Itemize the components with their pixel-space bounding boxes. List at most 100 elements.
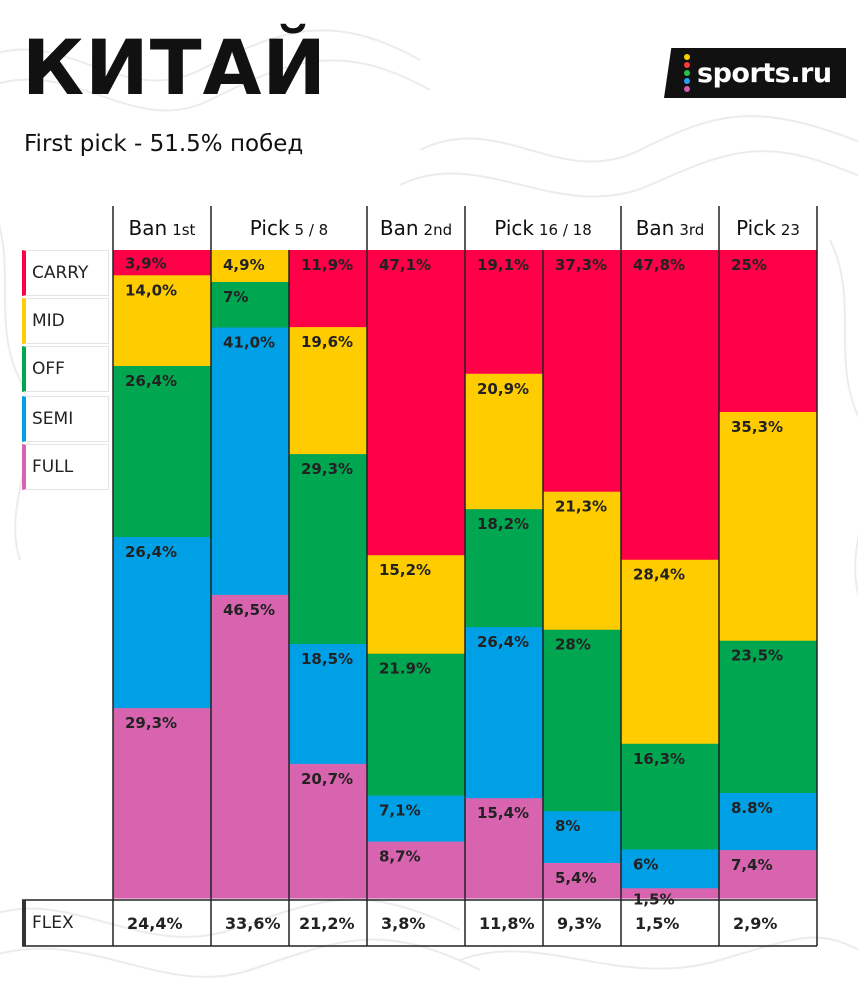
column-header-main: Pick [494,216,534,240]
column-header-pick-16-18: Pick 16 / 18 [465,206,621,250]
segment-value-label: 21,3% [555,498,607,516]
segment-value-label: 19,1% [477,256,529,274]
segment-value-label: 8,7% [379,848,421,866]
segment-value-label: 20,7% [301,770,353,788]
bar-segment-off [289,454,367,645]
bar-segment-semi [211,327,289,596]
bar-segment-carry [719,250,817,413]
logo-dot [684,78,690,84]
column-header-sub: 1st [172,221,196,239]
bar-segment-carry [289,250,367,328]
bar-segment-full [113,708,211,899]
bar-segment-carry [367,250,465,556]
segment-value-label: 7% [223,288,248,306]
flex-row-label: FLEX [22,900,109,946]
segment-value-label: 21.9% [379,660,431,678]
bar-segment-off [465,509,543,628]
legend-item-full: FULL [22,444,109,490]
column-header-sub: 23 [780,221,800,239]
column-header-ban-1st: Ban 1st [113,206,211,250]
segment-value-label: 14,0% [125,281,177,299]
bar-segment-semi [543,811,621,864]
segment-value-label: 47,8% [633,256,685,274]
segment-value-label: 3,9% [125,255,167,273]
bar-segment-mid [465,373,543,510]
segment-value-label: 26,4% [477,633,529,651]
bar-segment-off [621,743,719,850]
bar-segment-full [543,863,621,899]
column-header-ban-2nd: Ban 2nd [367,206,465,250]
flex-value: 9,3% [557,913,602,933]
legend-item-carry: CARRY [22,250,109,296]
segment-value-label: 47,1% [379,256,431,274]
bar-segment-off [367,653,465,797]
segment-value-label: 4,9% [223,256,265,274]
segment-value-label: 18,2% [477,515,529,533]
flex-value: 11,8% [479,913,535,933]
logo-dots-icon [684,54,690,92]
sports-ru-logo: sports.ru [664,48,846,98]
segment-value-label: 25% [731,256,767,274]
bar-segment-carry [621,250,719,561]
bar-segment-carry [113,250,211,276]
column-header-pick-5-8: Pick 5 / 8 [211,206,367,250]
bar-segment-semi [719,793,817,851]
bar-segment-semi [289,643,367,765]
bar-segment-mid [289,327,367,455]
segment-value-label: 29,3% [125,714,177,732]
bar-segment-full [211,594,289,899]
legend-item-mid: MID [22,298,109,344]
bar-segment-mid [543,491,621,631]
bar-segment-mid [211,250,289,283]
column-header-sub: 3rd [679,221,705,239]
legend-item-semi: SEMI [22,396,109,442]
flex-value: 2,9% [733,913,778,933]
segment-value-label: 15,2% [379,561,431,579]
segment-value-label: 7,1% [379,802,421,820]
bar-segment-mid [621,559,719,745]
logo-dot [684,62,690,68]
bar-segment-semi [621,849,719,889]
segment-value-label: 26,4% [125,372,177,390]
bar-segment-off [719,640,817,794]
segment-value-label: 8% [555,817,580,835]
logo-text: sports.ru [697,57,832,89]
logo-dot [684,54,690,60]
flex-value: 24,4% [127,913,183,933]
logo-dot [684,70,690,76]
column-header-main: Pick [249,216,290,240]
column-header-sub: 16 / 18 [539,221,592,239]
bar-segment-full [367,841,465,899]
segment-value-label: 26,4% [125,543,177,561]
segment-value-label: 18,5% [301,650,353,668]
legend-item-off: OFF [22,346,109,392]
bar-segment-semi [113,537,211,709]
bar-segment-full [719,850,817,899]
segment-value-label: 11,9% [301,256,353,274]
segment-value-label: 8.8% [731,799,773,817]
segment-value-label: 19,6% [301,333,353,351]
column-header-main: Ban [128,216,168,240]
bar-segment-carry [543,250,621,493]
bar-segment-full [289,763,367,899]
flex-value: 3,8% [381,913,426,933]
bar-segment-semi [367,795,465,843]
bar-segment-full [621,888,719,899]
segment-value-label: 41,0% [223,334,275,352]
column-header-pick-23: Pick 23 [719,206,817,250]
bar-segment-semi [465,627,543,799]
segment-value-label: 46,5% [223,601,275,619]
segment-value-label: 5,4% [555,869,597,887]
bar-segment-off [211,281,289,329]
segment-value-label: 15,4% [477,804,529,822]
column-header-ban-3rd: Ban 3rd [621,206,719,250]
segment-value-label: 20,9% [477,380,529,398]
bar-segment-off [113,365,211,538]
bar-segment-mid [719,412,817,642]
column-header-sub: 5 / 8 [294,221,329,239]
segment-value-label: 28% [555,636,591,654]
column-header-sub: 2nd [423,221,453,239]
flex-value: 1,5% [635,913,680,933]
